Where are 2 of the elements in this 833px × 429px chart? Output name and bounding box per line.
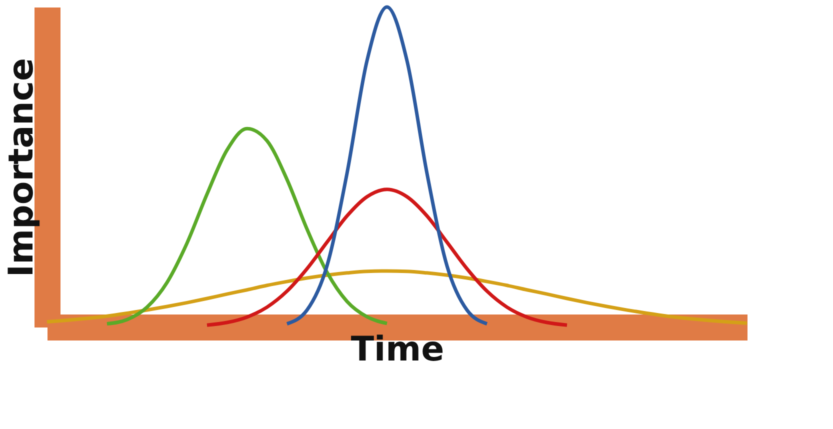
- y-axis-title: Importance: [2, 58, 42, 278]
- x-axis-title: Time: [350, 330, 444, 370]
